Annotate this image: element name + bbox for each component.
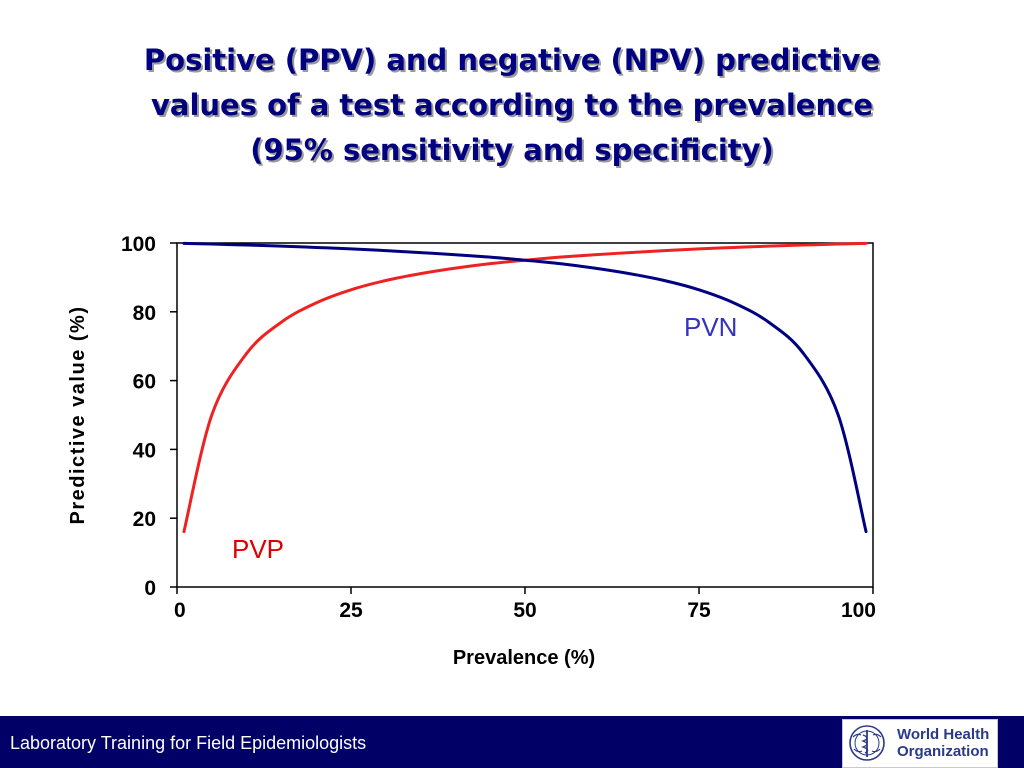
x-tick-label: 100: [841, 599, 876, 622]
y-tick-label: 20: [133, 508, 156, 531]
series-label-pvn: PVN: [684, 312, 737, 342]
title-line-3: (95% sensitivity and specificity): [250, 133, 774, 167]
title-line-2: values of a test according to the preval…: [151, 88, 873, 122]
footer-text: Laboratory Training for Field Epidemiolo…: [10, 733, 367, 753]
slide-title: Positive (PPV) and negative (NPV) predic…: [20, 38, 1004, 173]
x-axis-label: Prevalence (%): [453, 647, 595, 669]
who-logo-line-1: World Health: [897, 726, 990, 743]
x-tick-label: 75: [687, 599, 711, 622]
x-tick-label: 25: [339, 599, 363, 622]
series-lines: [182, 241, 868, 534]
x-axis: 0 25 50 75 100: [174, 587, 876, 622]
y-tick-label: 80: [133, 302, 156, 325]
plot-frame: [176, 242, 874, 588]
series-label-pvp: PVP: [232, 534, 284, 564]
y-tick-label: 60: [133, 371, 156, 394]
y-axis: 0 20 40 60 80 100: [121, 233, 177, 600]
who-logo-text: World Health Organization: [897, 726, 995, 760]
y-axis-label: Predictive value (%): [67, 306, 89, 525]
y-tick-label: 0: [144, 577, 156, 600]
x-tick-label: 50: [513, 599, 536, 622]
y-tick-label: 40: [133, 439, 156, 462]
who-emblem-icon: [849, 725, 885, 761]
predictive-value-chart: 0 20 40 60 80 100 0 25 50 75 100 Predictive value…: [67, 233, 876, 669]
x-tick-label: 0: [174, 599, 186, 622]
series-line-pvn: [182, 241, 868, 534]
who-logo: World Health Organization: [842, 719, 998, 768]
title-line-1: Positive (PPV) and negative (NPV) predic…: [143, 43, 881, 77]
y-tick-label: 100: [121, 233, 156, 256]
who-logo-line-2: Organization: [897, 743, 989, 760]
